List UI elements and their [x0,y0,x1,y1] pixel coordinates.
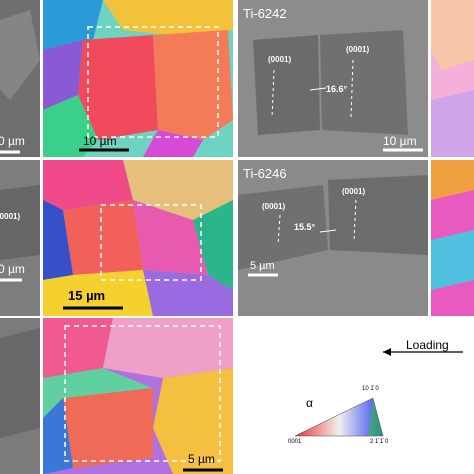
sem-panel: 0 µm [0,0,40,157]
plane-label: (0001) [262,202,286,211]
grain [43,270,153,316]
scale-label: 10 µm [83,134,117,148]
ebsd-panel [431,0,474,157]
grain [78,35,158,140]
sem-panel [0,318,40,474]
ipf-top-label: 10 1̄ 0 [362,386,379,392]
grain [63,200,143,275]
scale-label: 5 µm [188,452,215,466]
arrow-head [383,348,391,356]
phase-label: α [306,396,313,410]
region-box [100,204,202,281]
legend-graphic [294,348,463,437]
trace [353,199,357,241]
ebsd-map [43,318,233,474]
grain [43,368,153,418]
sem-panel: Ti-6242 (0001) (0001) 16.6° 10 µm [238,0,428,157]
grain [0,10,40,100]
sem-panel: (0001) 0 µm [0,160,40,316]
sem-panel: Ti-6246 (0001) (0001) 15.5° 5 µm [238,160,428,316]
scale-label: 0 µm [0,134,25,148]
grain [253,35,320,135]
sem-image [0,318,40,474]
grain [431,0,474,70]
plane-label: (0001) [346,45,370,54]
grain [320,30,408,135]
ebsd-panel: 10 µm [43,0,233,157]
sem-image [0,0,40,157]
loading-label: Loading [406,338,449,352]
scale-label: 0 µm [0,262,25,276]
grain [153,30,233,140]
grain [43,200,73,280]
region-box [87,26,219,138]
ipf-right-label: 2 1̄ 1̄ 0 [370,439,389,445]
legend-area: Loading α 10 1̄ 0 0001 2 1̄ 1̄ 0 [238,318,474,474]
angle-label: 15.5° [294,222,316,232]
angle-arrow [309,87,327,91]
grain [43,318,113,378]
alloy-label: Ti-6242 [243,6,287,21]
grain [431,230,474,290]
grain [193,200,233,290]
scale-label: 5 µm [250,260,275,272]
sem-image [238,0,428,157]
ebsd-map [43,0,233,157]
grain [43,95,98,157]
plane-label: (0001) [0,212,21,221]
grain [43,40,83,110]
grain [328,175,428,255]
scale-label: 15 µm [68,288,106,303]
sem-image [0,160,40,316]
angle-label: 16.6° [326,84,348,94]
grain [0,328,40,438]
grain [238,185,328,270]
alloy-label: Ti-6246 [243,166,287,181]
ebsd-panel: 15 µm [43,160,233,316]
grain [143,270,233,316]
ebsd-map [431,0,474,157]
plane-label: (0001) [342,187,366,196]
angle-arrow [319,229,337,233]
grain [63,388,153,468]
ebsd-map [431,160,474,316]
ebsd-panel: 5 µm [43,318,233,474]
ipf-left-label: 0001 [288,439,302,445]
scale-label: 10 µm [383,134,417,148]
trace [277,214,281,246]
grain [43,160,133,210]
plane-label: (0001) [268,55,292,64]
trace [271,69,275,119]
grain [103,318,233,378]
grain [133,200,208,275]
ipf-shade [368,398,383,436]
trace [350,59,354,119]
sem-image [238,160,428,316]
grain [153,368,233,474]
ebsd-map [43,160,233,316]
grain [431,90,474,157]
grain [0,185,40,260]
ebsd-panel [431,160,474,316]
grain [431,160,474,200]
